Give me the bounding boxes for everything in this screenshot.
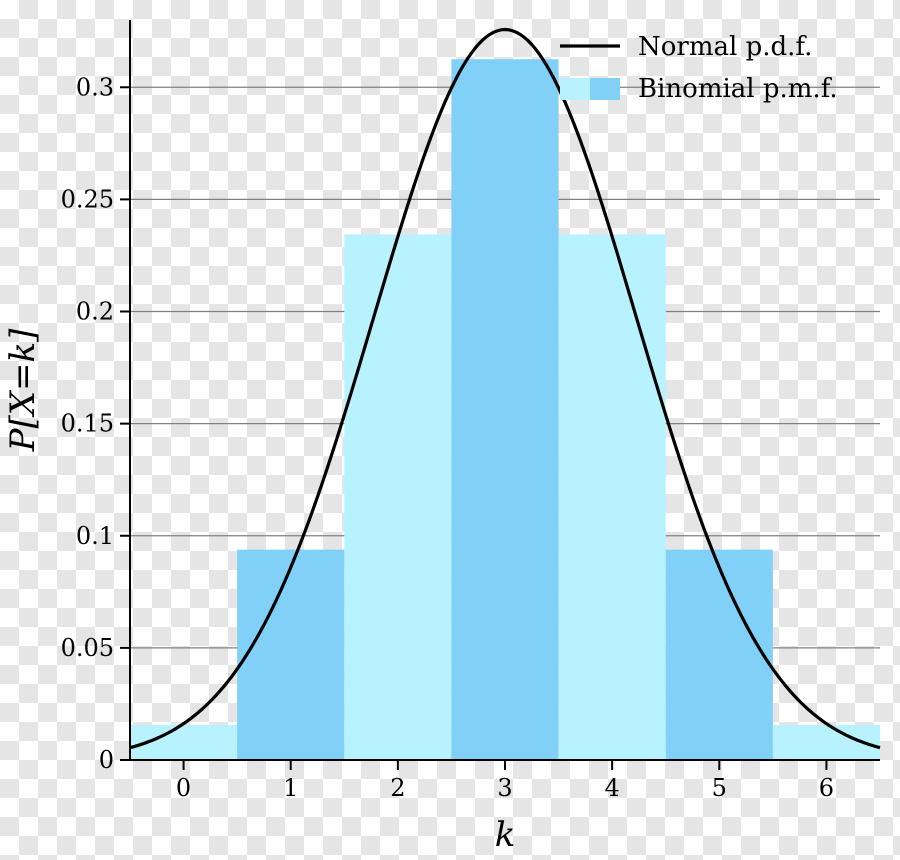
y-tick-label: 0.1 xyxy=(76,522,114,550)
x-tick-label: 0 xyxy=(176,774,191,802)
y-tick-label: 0.2 xyxy=(76,298,114,326)
histogram-bar xyxy=(344,234,451,760)
legend-swatch-icon xyxy=(560,78,590,100)
histogram-bar xyxy=(559,234,666,760)
histogram-bars xyxy=(130,59,880,760)
y-tick-label: 0 xyxy=(99,746,114,774)
x-tick-label: 2 xyxy=(390,774,405,802)
y-tick-label: 0.15 xyxy=(61,410,114,438)
x-tick-label: 3 xyxy=(497,774,512,802)
y-axis-title: P[X=k] xyxy=(3,328,43,452)
x-axis-title: k xyxy=(495,815,516,855)
histogram-bar xyxy=(451,59,558,760)
x-tick-label: 4 xyxy=(605,774,620,802)
x-tick-label: 6 xyxy=(819,774,834,802)
x-tick-label: 1 xyxy=(283,774,298,802)
histogram-bar xyxy=(237,550,344,760)
legend-binomial-label: Binomial p.m.f. xyxy=(638,74,838,104)
legend-normal-label: Normal p.d.f. xyxy=(638,32,812,62)
x-tick-label: 5 xyxy=(712,774,727,802)
histogram-bar xyxy=(666,550,773,760)
legend: Normal p.d.f. Binomial p.m.f. xyxy=(560,32,838,104)
y-tick-label: 0.25 xyxy=(61,185,114,213)
y-tick-label: 0.3 xyxy=(76,73,114,101)
y-tick-label: 0.05 xyxy=(61,634,114,662)
figure-root: 0 1 2 3 4 5 6 0 0.05 0.1 0.15 0.2 0.25 0.3 k P[X=k] No… xyxy=(0,0,900,860)
chart-svg: 0 1 2 3 4 5 6 0 0.05 0.1 0.15 0.2 0.25 0.3 k P[X=k] No… xyxy=(0,0,900,860)
legend-swatch-icon xyxy=(590,78,620,100)
